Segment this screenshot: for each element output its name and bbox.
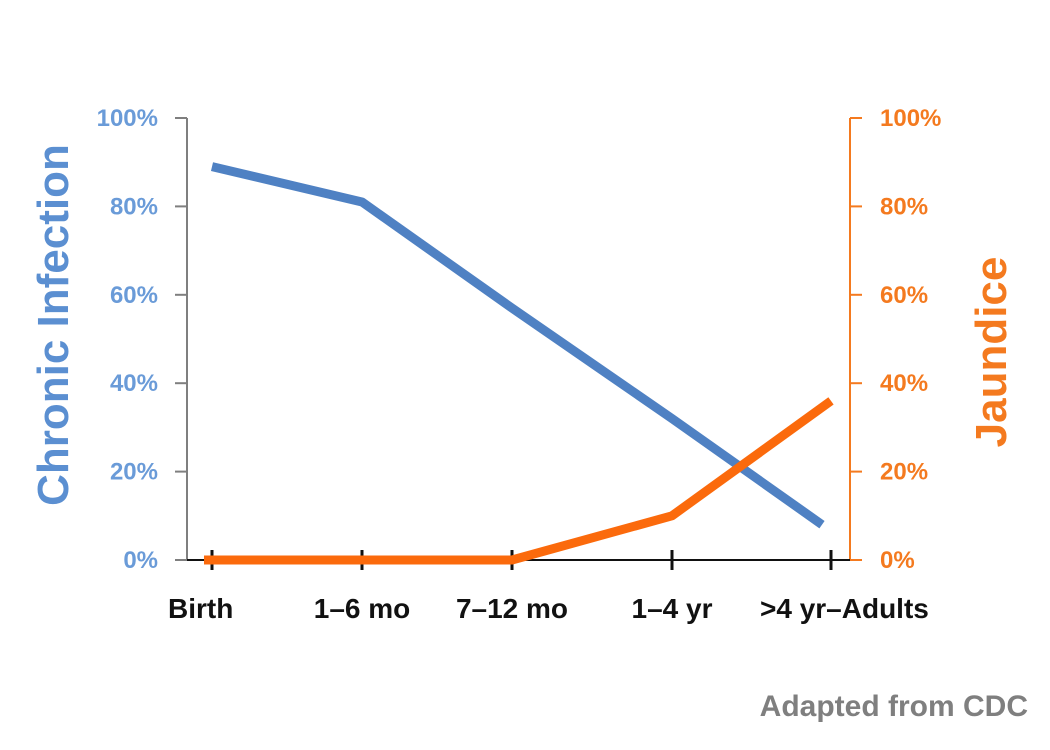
y-right-tick-label: 80% (880, 193, 928, 220)
axis-labels: Chronic Infection Jaundice (29, 144, 1016, 506)
x-tick-label: Birth (168, 593, 233, 624)
x-tick-label: 7–12 mo (456, 593, 568, 624)
source-note: Adapted from CDC (759, 690, 1028, 723)
y-left-tick-label: 60% (110, 282, 158, 309)
x-tick-label: 1–4 yr (632, 593, 713, 624)
x-tick-label: >4 yr–Adults (760, 593, 929, 624)
y-left-tick-label: 20% (110, 459, 158, 486)
y-right-tick-label: 100% (880, 105, 941, 132)
jaundice-line (204, 397, 834, 565)
y-right-tick-label: 0% (880, 547, 915, 574)
y-left-tick-label: 80% (110, 193, 158, 220)
y-left-axis-title: Chronic Infection (29, 144, 78, 506)
axes: 0% 20% 40% 60% 80% 100% 0% 20% 40% 60% 80% 100% Birt… (97, 105, 942, 624)
chronic-infection-line (210, 162, 825, 529)
x-tick-label: 1–6 mo (314, 593, 411, 624)
y-right-tick-label: 20% (880, 459, 928, 486)
y-right-tick-label: 40% (880, 370, 928, 397)
y-left-tick-label: 0% (123, 547, 158, 574)
y-right-axis-title: Jaundice (967, 257, 1016, 448)
y-left-tick-label: 40% (110, 370, 158, 397)
y-left-tick-label: 100% (97, 105, 158, 132)
series-lines (204, 162, 834, 565)
y-right-tick-label: 60% (880, 282, 928, 309)
